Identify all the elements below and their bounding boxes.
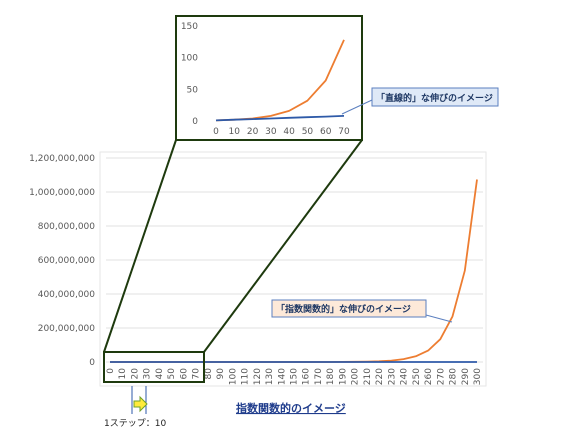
x-tick-label: 10 xyxy=(118,368,128,380)
inset-series-lines xyxy=(215,39,345,122)
x-tick-label: 240 xyxy=(400,368,410,385)
x-tick-label: 220 xyxy=(375,368,385,385)
x-tick-label: 300 xyxy=(473,368,483,385)
y-tick-label: 1,200,000,000 xyxy=(29,154,95,164)
exponential-callout: 「指数関数的」な伸びのイメージ xyxy=(271,299,453,323)
x-tick-label: 120 xyxy=(253,368,263,385)
chart-title: 指数関数的のイメージ xyxy=(236,401,346,415)
x-tick-label: 140 xyxy=(277,368,287,385)
x-tick-label: 30 xyxy=(265,127,277,137)
x-tick-label: 250 xyxy=(412,368,422,385)
x-tick-label: 270 xyxy=(436,368,446,385)
x-tick-label: 70 xyxy=(192,368,202,380)
x-tick-label: 160 xyxy=(302,368,312,385)
x-tick-label: 90 xyxy=(216,368,226,380)
x-tick-label: 20 xyxy=(130,368,140,380)
x-tick-label: 210 xyxy=(363,368,373,385)
y-tick-label: 800,000,000 xyxy=(38,222,96,232)
x-tick-label: 30 xyxy=(143,368,153,380)
main-series-lines xyxy=(110,179,478,363)
zoom-connector-left xyxy=(103,139,177,353)
x-tick-label: 200 xyxy=(351,368,361,385)
y-tick-label: 150 xyxy=(181,22,198,32)
inset-y-tick-labels: 0 50 100 150 xyxy=(181,22,198,127)
step-marker: 1ステップ：10 xyxy=(104,386,166,429)
x-tick-label: 110 xyxy=(241,368,251,385)
step-label: 1ステップ：10 xyxy=(104,418,166,429)
main-x-tick-labels: 0 10 20 30 40 50 60 70 80 90 100 110 120 130 140 150 160… xyxy=(106,368,483,385)
series-line-0 xyxy=(215,39,345,122)
x-tick-label: 260 xyxy=(424,368,434,385)
x-tick-label: 40 xyxy=(155,368,165,380)
zoom-connector-right xyxy=(203,139,363,353)
x-tick-label: 0 xyxy=(213,127,219,137)
x-tick-label: 290 xyxy=(461,368,471,385)
x-tick-label: 150 xyxy=(290,368,300,385)
y-tick-label: 1,000,000,000 xyxy=(29,188,95,198)
x-tick-label: 50 xyxy=(302,127,314,137)
x-tick-label: 60 xyxy=(320,127,332,137)
y-tick-label: 100 xyxy=(181,54,198,64)
x-tick-label: 50 xyxy=(167,368,177,380)
x-tick-label: 170 xyxy=(314,368,324,385)
x-tick-label: 0 xyxy=(106,368,116,374)
x-tick-label: 60 xyxy=(179,368,189,380)
x-tick-label: 70 xyxy=(338,127,350,137)
linear-callout-text: 「直線的」な伸びのイメージ xyxy=(376,92,493,104)
x-tick-label: 20 xyxy=(247,127,259,137)
step-arrow-icon xyxy=(133,395,148,413)
y-tick-label: 50 xyxy=(187,85,199,95)
x-tick-label: 100 xyxy=(228,368,238,385)
y-tick-label: 400,000,000 xyxy=(38,290,96,300)
x-tick-label: 190 xyxy=(338,368,348,385)
x-tick-label: 230 xyxy=(387,368,397,385)
x-tick-label: 280 xyxy=(449,368,459,385)
linear-callout: 「直線的」な伸びのイメージ xyxy=(341,87,499,115)
inset-zoom-frame xyxy=(175,15,363,141)
y-tick-label: 0 xyxy=(192,117,198,127)
y-tick-label: 600,000,000 xyxy=(38,256,96,266)
linear-callout-box xyxy=(371,87,499,107)
x-tick-label: 180 xyxy=(326,368,336,385)
x-tick-label: 10 xyxy=(229,127,241,137)
main-chart-background xyxy=(99,151,487,387)
y-tick-label: 0 xyxy=(89,358,95,368)
exponential-callout-box xyxy=(271,299,427,318)
main-zoom-region xyxy=(103,351,205,383)
series-line-1 xyxy=(215,115,345,122)
x-tick-label: 130 xyxy=(265,368,275,385)
inset-x-tick-labels: 0 10 20 30 40 50 60 70 xyxy=(213,127,350,137)
x-tick-label: 40 xyxy=(283,127,295,137)
exponential-callout-text: 「指数関数的」な伸びのイメージ xyxy=(276,303,411,315)
main-y-tick-labels: 0 200,000,000 400,000,000 600,000,000 800,00… xyxy=(29,154,95,368)
x-tick-label: 80 xyxy=(204,368,214,380)
y-tick-label: 200,000,000 xyxy=(38,324,96,334)
